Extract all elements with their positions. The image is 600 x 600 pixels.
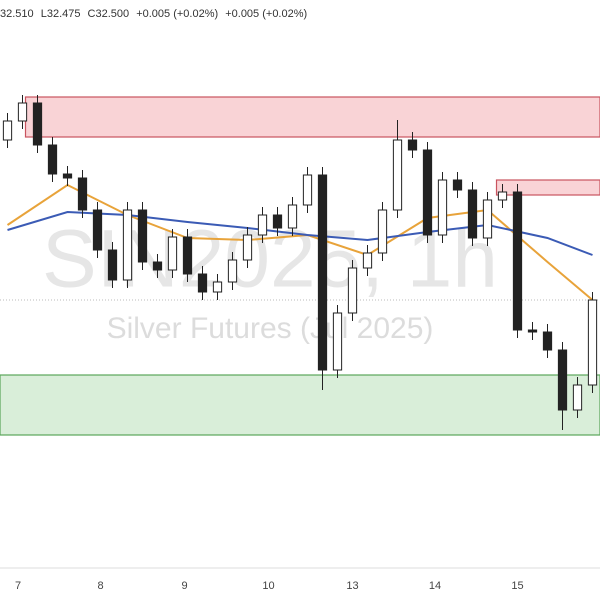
candle-body xyxy=(392,139,403,211)
x-axis-strip xyxy=(0,568,600,600)
candle-body xyxy=(317,174,328,371)
candle-body xyxy=(2,120,13,141)
x-tick-label: 9 xyxy=(181,580,187,592)
candle-body xyxy=(422,149,433,236)
candle-body xyxy=(437,179,448,236)
candle-body xyxy=(572,384,583,411)
zone xyxy=(495,179,600,196)
candle-body xyxy=(527,329,538,333)
candle-body xyxy=(362,252,373,269)
x-tick-label: 10 xyxy=(262,580,274,592)
candle-body xyxy=(482,199,493,239)
candle-body xyxy=(182,236,193,275)
header-high: 32.510 xyxy=(0,8,34,20)
candle-body xyxy=(287,204,298,229)
candle-body xyxy=(122,209,133,281)
candle-body xyxy=(152,261,163,271)
candle-body xyxy=(227,259,238,283)
zones xyxy=(0,96,600,436)
candle-body xyxy=(467,189,478,239)
candle-body xyxy=(137,209,148,263)
watermark-subtitle: Silver Futures (Jul 2025) xyxy=(107,312,434,345)
candle-body xyxy=(62,173,73,179)
candle-body xyxy=(452,179,463,191)
candle-body xyxy=(32,102,43,146)
candle-body xyxy=(587,299,598,386)
watermark: SIN2025, 1h xyxy=(42,214,498,305)
candle-body xyxy=(332,312,343,371)
candle-body xyxy=(557,349,568,411)
x-tick-label: 13 xyxy=(346,580,358,592)
header-low: L32.475 xyxy=(41,8,81,20)
x-axis: 7 8 9 10 13 14 15 xyxy=(15,580,524,592)
candle-body xyxy=(407,139,418,151)
header-change: +0.005 (+0.02%) xyxy=(225,8,307,20)
candle-body xyxy=(242,234,253,261)
candle-body xyxy=(107,249,118,281)
candle-body xyxy=(542,331,553,351)
candle-body xyxy=(377,209,388,254)
candle-body xyxy=(347,267,358,314)
candle-body xyxy=(302,174,313,206)
header-change: +0.005 (+0.02%) xyxy=(136,8,218,20)
candle-body xyxy=(47,144,58,175)
candle-body xyxy=(17,102,28,122)
zone xyxy=(0,374,600,436)
candle-body xyxy=(167,236,178,271)
candle-body xyxy=(272,214,283,229)
x-tick-label: 14 xyxy=(429,580,441,592)
candle-body xyxy=(77,177,88,211)
ohlc-header: 32.510 L32.475 C32.500 +0.005 (+0.02%) +… xyxy=(0,8,307,20)
zone xyxy=(24,96,600,138)
candle-body xyxy=(512,191,523,331)
candle-body xyxy=(212,281,223,293)
plot xyxy=(0,95,600,430)
candle-body xyxy=(497,191,508,201)
candle-body xyxy=(92,209,103,251)
header-close: C32.500 xyxy=(88,8,130,20)
candle-body xyxy=(197,273,208,293)
x-tick-label: 15 xyxy=(511,580,523,592)
x-tick-label: 8 xyxy=(97,580,103,592)
candle-body xyxy=(257,214,268,236)
moving-average xyxy=(7,210,593,256)
x-tick-label: 7 xyxy=(15,580,21,592)
